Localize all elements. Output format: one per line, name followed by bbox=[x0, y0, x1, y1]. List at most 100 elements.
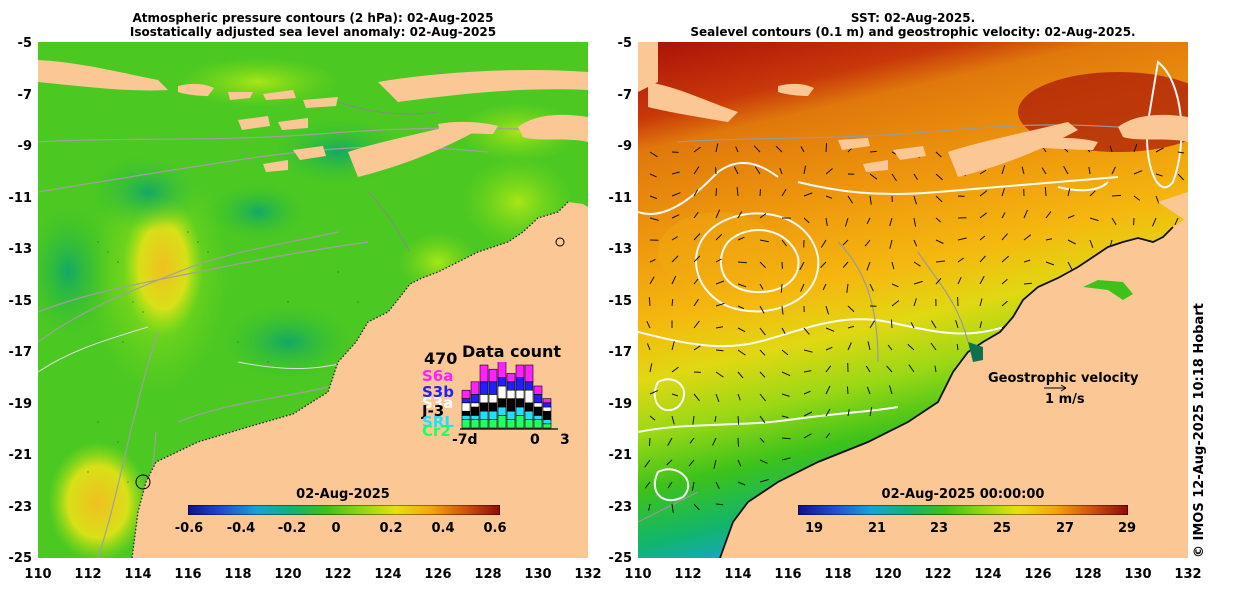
velocity-vector bbox=[693, 255, 701, 263]
velocity-vector bbox=[979, 275, 985, 285]
velocity-vector bbox=[671, 393, 679, 397]
velocity-vector bbox=[887, 344, 893, 351]
velocity-vector bbox=[733, 166, 739, 175]
left-lat-tick: -11 bbox=[8, 191, 33, 206]
velocity-vector bbox=[891, 261, 895, 270]
histogram-segment bbox=[488, 381, 498, 395]
histogram-segment bbox=[533, 394, 543, 404]
right-lon-tick: 118 bbox=[824, 567, 852, 582]
histogram-segment bbox=[533, 415, 543, 420]
velocity-vector bbox=[649, 276, 655, 285]
velocity-vector bbox=[869, 173, 878, 180]
velocity-vector bbox=[1041, 167, 1047, 175]
histogram-segment bbox=[461, 398, 471, 404]
velocity-vector bbox=[671, 415, 675, 425]
velocity-vector bbox=[649, 173, 657, 178]
velocity-vector bbox=[649, 390, 658, 395]
velocity-vector bbox=[803, 370, 812, 373]
velocity-vector bbox=[693, 345, 701, 351]
velocity-vector bbox=[907, 343, 915, 351]
velocity-vector bbox=[803, 165, 807, 175]
velocity-vector bbox=[1067, 239, 1076, 245]
histogram-segment bbox=[506, 389, 516, 399]
velocity-vector bbox=[935, 277, 942, 285]
histogram-segment bbox=[542, 419, 552, 425]
velocity-vector bbox=[759, 479, 769, 483]
right-colorbar-tick: 29 bbox=[1117, 521, 1137, 536]
left-lon-tick: 114 bbox=[124, 567, 152, 582]
velocity-vector bbox=[781, 305, 784, 315]
velocity-vector bbox=[800, 146, 805, 153]
velocity-vector bbox=[781, 437, 791, 440]
velocity-vector bbox=[1023, 259, 1031, 263]
satellite-label-s6a: S6a bbox=[422, 367, 454, 385]
velocity-vector bbox=[715, 143, 719, 153]
velocity-vector bbox=[930, 320, 937, 329]
left-colorbar-gradient bbox=[188, 505, 500, 515]
velocity-vector bbox=[759, 213, 767, 219]
velocity-vector bbox=[935, 260, 945, 263]
velocity-vector bbox=[648, 297, 651, 307]
data-count-x-zero: 0 bbox=[530, 432, 540, 448]
velocity-vector bbox=[759, 459, 768, 464]
velocity-vector bbox=[646, 320, 651, 329]
velocity-vector bbox=[1177, 173, 1185, 181]
left-lon-tick: 112 bbox=[74, 567, 102, 582]
left-lat-tick: -23 bbox=[8, 500, 33, 515]
velocity-vector bbox=[715, 481, 720, 489]
velocity-vector bbox=[759, 349, 766, 356]
velocity-vector bbox=[908, 364, 915, 373]
histogram-segment bbox=[524, 389, 534, 404]
velocity-vector bbox=[1044, 187, 1047, 197]
velocity-vector bbox=[869, 407, 873, 417]
velocity-vector bbox=[957, 276, 962, 285]
satellite-label-cr2: Cr2 bbox=[422, 422, 451, 440]
data-count-label: Data count bbox=[462, 342, 561, 361]
velocity-vector bbox=[803, 433, 812, 439]
velocity-vector bbox=[867, 341, 871, 351]
velocity-vector bbox=[979, 255, 986, 263]
velocity-vector bbox=[691, 481, 695, 491]
velocity-vector bbox=[934, 365, 937, 373]
histogram-segment bbox=[533, 385, 543, 395]
histogram-segment bbox=[533, 406, 543, 416]
velocity-vector bbox=[1089, 190, 1096, 197]
velocity-vector bbox=[891, 283, 899, 288]
velocity-vector bbox=[1063, 165, 1069, 175]
velocity-vector bbox=[735, 146, 739, 153]
satellite-label-j3: J-3 bbox=[422, 402, 445, 420]
data-count-max: 470 bbox=[424, 349, 458, 368]
histogram-segment bbox=[470, 406, 480, 416]
velocity-vector bbox=[979, 321, 983, 329]
velocity-vector bbox=[759, 305, 765, 314]
velocity-vector bbox=[890, 319, 893, 329]
geostrophic-velocity-label: Geostrophic velocity bbox=[988, 371, 1139, 386]
velocity-vector bbox=[979, 212, 988, 219]
velocity-vector bbox=[913, 298, 917, 307]
velocity-vector bbox=[775, 145, 783, 153]
velocity-vector bbox=[649, 195, 658, 200]
left-lon-tick: 110 bbox=[24, 567, 52, 582]
velocity-vector bbox=[715, 503, 724, 506]
velocity-vector bbox=[935, 173, 943, 181]
velocity-vector bbox=[825, 327, 835, 332]
velocity-vector bbox=[864, 239, 871, 247]
histogram-segment bbox=[488, 368, 498, 383]
histogram-segment bbox=[479, 394, 489, 404]
velocity-vector bbox=[649, 217, 659, 221]
histogram-segment bbox=[461, 402, 471, 412]
velocity-vector bbox=[1133, 143, 1138, 153]
imos-credit: © IMOS 12-Aug-2025 10:18 Hobart bbox=[1192, 303, 1207, 558]
velocity-vector bbox=[1174, 217, 1179, 226]
left-lon-tick: 128 bbox=[474, 567, 502, 582]
velocity-vector bbox=[1001, 255, 1010, 263]
sea-level-anomaly-map bbox=[38, 42, 588, 558]
left-title-line1: Atmospheric pressure contours (2 hPa): 0… bbox=[132, 11, 494, 25]
velocity-vector bbox=[649, 415, 656, 421]
velocity-vector bbox=[956, 343, 959, 351]
right-lon-tick: 116 bbox=[774, 567, 802, 582]
histogram-segment bbox=[515, 377, 525, 391]
velocity-vector bbox=[935, 239, 944, 244]
histogram-segment bbox=[479, 410, 489, 420]
left-colorbar-tick: -0.4 bbox=[226, 521, 256, 536]
